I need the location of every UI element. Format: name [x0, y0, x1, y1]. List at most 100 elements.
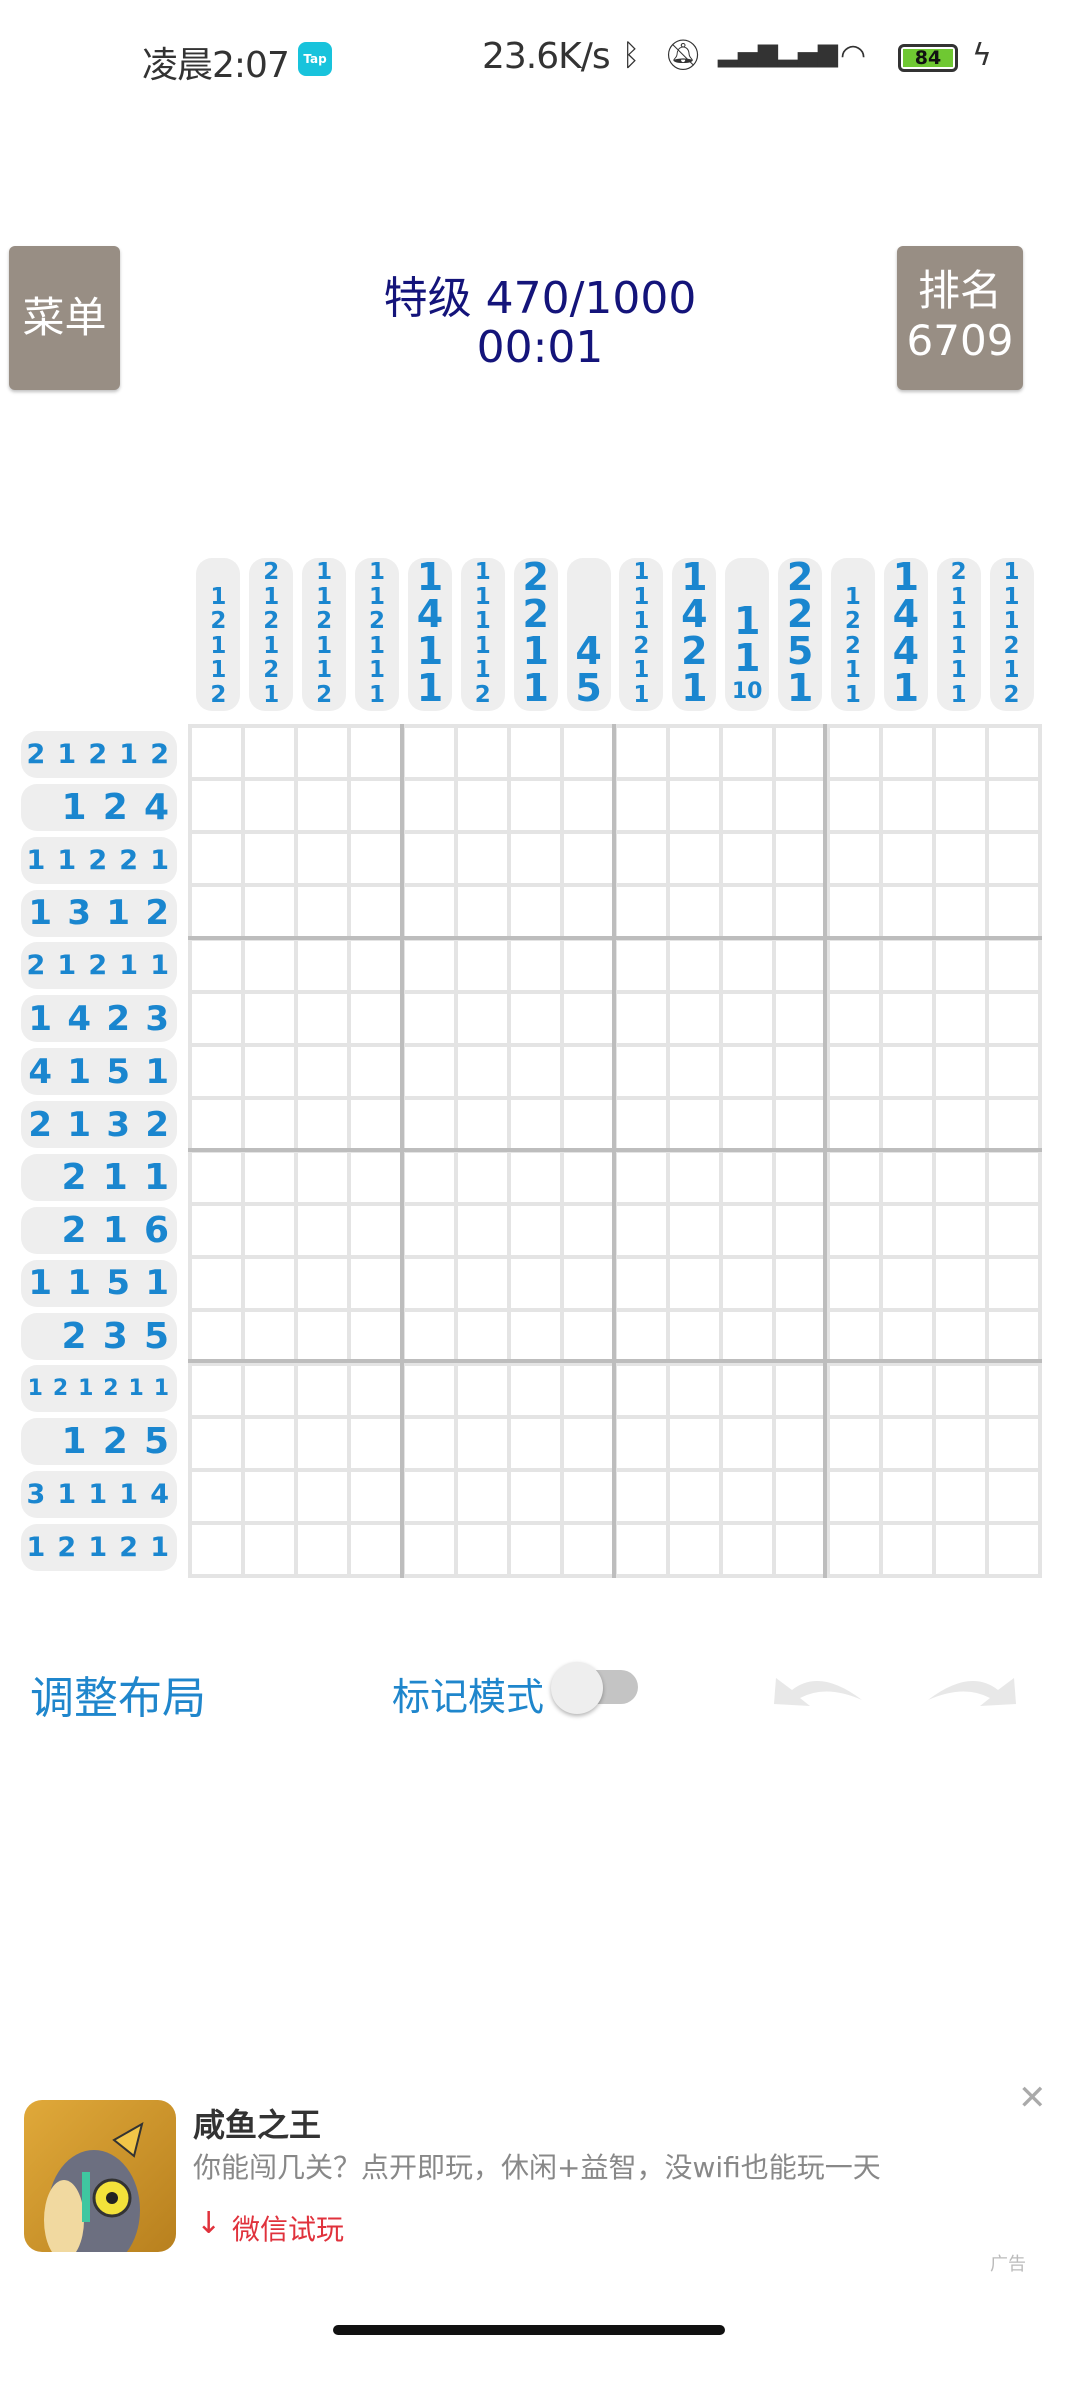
grid-cell[interactable] [935, 1418, 985, 1468]
grid-cell[interactable] [245, 993, 295, 1043]
grid-cell[interactable] [988, 1259, 1038, 1309]
grid-cell[interactable] [192, 993, 242, 1043]
rank-button[interactable]: 排名 6709 [897, 246, 1023, 390]
grid-cell[interactable] [935, 993, 985, 1043]
grid-cell[interactable] [617, 887, 667, 937]
grid-cell[interactable] [723, 940, 773, 990]
grid-cell[interactable] [510, 834, 560, 884]
grid-cell[interactable] [723, 1153, 773, 1203]
grid-cell[interactable] [829, 1524, 879, 1574]
grid-cell[interactable] [245, 1471, 295, 1521]
grid-cell[interactable] [351, 993, 401, 1043]
grid-cell[interactable] [617, 1046, 667, 1096]
grid-cell[interactable] [404, 940, 454, 990]
grid-cell[interactable] [829, 1418, 879, 1468]
grid-cell[interactable] [457, 1046, 507, 1096]
grid-cell[interactable] [829, 1259, 879, 1309]
grid-cell[interactable] [351, 1046, 401, 1096]
grid-cell[interactable] [192, 1365, 242, 1415]
grid-cell[interactable] [988, 1206, 1038, 1256]
grid-cell[interactable] [457, 1418, 507, 1468]
grid-cell[interactable] [776, 1365, 826, 1415]
grid-cell[interactable] [882, 1365, 932, 1415]
grid-cell[interactable] [829, 834, 879, 884]
grid-cell[interactable] [882, 728, 932, 778]
grid-cell[interactable] [670, 993, 720, 1043]
grid-cell[interactable] [457, 887, 507, 937]
grid-cell[interactable] [882, 887, 932, 937]
grid-cell[interactable] [457, 1365, 507, 1415]
grid-cell[interactable] [776, 993, 826, 1043]
grid-cell[interactable] [192, 887, 242, 937]
grid-cell[interactable] [723, 1259, 773, 1309]
grid-cell[interactable] [192, 1046, 242, 1096]
grid-cell[interactable] [670, 940, 720, 990]
grid-cell[interactable] [245, 1153, 295, 1203]
ad-cta-button[interactable]: 微信试玩 [232, 2213, 345, 2246]
grid-cell[interactable] [457, 1312, 507, 1362]
grid-cell[interactable] [351, 781, 401, 831]
grid-cell[interactable] [510, 940, 560, 990]
grid-cell[interactable] [298, 940, 348, 990]
grid-cell[interactable] [882, 781, 932, 831]
grid-cell[interactable] [563, 993, 613, 1043]
grid-cell[interactable] [192, 1259, 242, 1309]
grid-cell[interactable] [192, 1312, 242, 1362]
grid-cell[interactable] [776, 834, 826, 884]
grid-cell[interactable] [829, 993, 879, 1043]
grid-cell[interactable] [882, 993, 932, 1043]
grid-cell[interactable] [192, 781, 242, 831]
grid-cell[interactable] [351, 1206, 401, 1256]
grid-cell[interactable] [776, 940, 826, 990]
grid-cell[interactable] [670, 1259, 720, 1309]
grid-cell[interactable] [776, 1046, 826, 1096]
grid-cell[interactable] [510, 887, 560, 937]
grid-cell[interactable] [723, 781, 773, 831]
grid-cell[interactable] [563, 834, 613, 884]
grid-cell[interactable] [563, 1153, 613, 1203]
grid-cell[interactable] [670, 887, 720, 937]
grid-cell[interactable] [988, 940, 1038, 990]
grid-cell[interactable] [192, 1524, 242, 1574]
grid-cell[interactable] [935, 887, 985, 937]
grid-cell[interactable] [723, 1418, 773, 1468]
grid-cell[interactable] [404, 1099, 454, 1149]
grid-cell[interactable] [935, 1471, 985, 1521]
grid-cell[interactable] [776, 1471, 826, 1521]
grid-cell[interactable] [351, 1312, 401, 1362]
grid-cell[interactable] [245, 781, 295, 831]
grid-cell[interactable] [670, 1365, 720, 1415]
grid-cell[interactable] [192, 940, 242, 990]
grid-cell[interactable] [829, 940, 879, 990]
grid-cell[interactable] [404, 887, 454, 937]
grid-cell[interactable] [670, 1046, 720, 1096]
grid-cell[interactable] [404, 1471, 454, 1521]
grid-cell[interactable] [192, 1418, 242, 1468]
grid-cell[interactable] [670, 1099, 720, 1149]
grid-cell[interactable] [192, 728, 242, 778]
grid-cell[interactable] [457, 993, 507, 1043]
grid-cell[interactable] [935, 834, 985, 884]
grid-cell[interactable] [988, 993, 1038, 1043]
grid-cell[interactable] [510, 1471, 560, 1521]
grid-cell[interactable] [563, 1259, 613, 1309]
grid-cell[interactable] [298, 1471, 348, 1521]
grid-cell[interactable] [510, 728, 560, 778]
grid-cell[interactable] [829, 1153, 879, 1203]
grid-cell[interactable] [935, 1365, 985, 1415]
grid-cell[interactable] [192, 1099, 242, 1149]
grid-cell[interactable] [563, 1206, 613, 1256]
grid-cell[interactable] [245, 1206, 295, 1256]
grid-cell[interactable] [935, 1312, 985, 1362]
grid-cell[interactable] [935, 781, 985, 831]
grid-cell[interactable] [298, 728, 348, 778]
grid-cell[interactable] [882, 1259, 932, 1309]
grid-cell[interactable] [617, 1524, 667, 1574]
grid-cell[interactable] [298, 1524, 348, 1574]
grid-cell[interactable] [670, 1153, 720, 1203]
grid-cell[interactable] [670, 1471, 720, 1521]
grid-cell[interactable] [882, 1046, 932, 1096]
grid-cell[interactable] [988, 1365, 1038, 1415]
grid-cell[interactable] [723, 993, 773, 1043]
grid-cell[interactable] [404, 1259, 454, 1309]
